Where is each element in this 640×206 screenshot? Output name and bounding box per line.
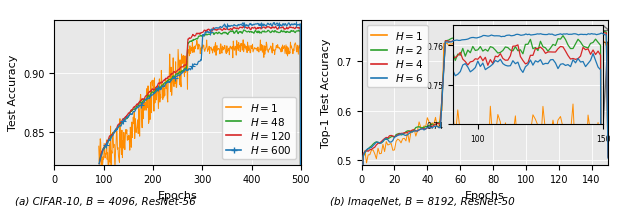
Text: (b) ImageNet, B = 8192, ResNet-50: (b) ImageNet, B = 8192, ResNet-50 [330,196,515,206]
Y-axis label: Test Accuracy: Test Accuracy [8,55,18,131]
Y-axis label: Top-1 Test Accuracy: Top-1 Test Accuracy [321,38,331,147]
Bar [509,30,608,43]
X-axis label: Epochs: Epochs [157,190,198,200]
Text: (a) CIFAR-10, B = 4096, ResNet-56: (a) CIFAR-10, B = 4096, ResNet-56 [15,196,196,206]
Legend: $H = 1$, $H = 48$, $H = 120$, $H = 600$: $H = 1$, $H = 48$, $H = 120$, $H = 600$ [221,97,296,160]
X-axis label: Epochs: Epochs [465,190,505,200]
Legend: $H = 1$, $H = 2$, $H = 4$, $H = 6$: $H = 1$, $H = 2$, $H = 4$, $H = 6$ [367,26,428,88]
